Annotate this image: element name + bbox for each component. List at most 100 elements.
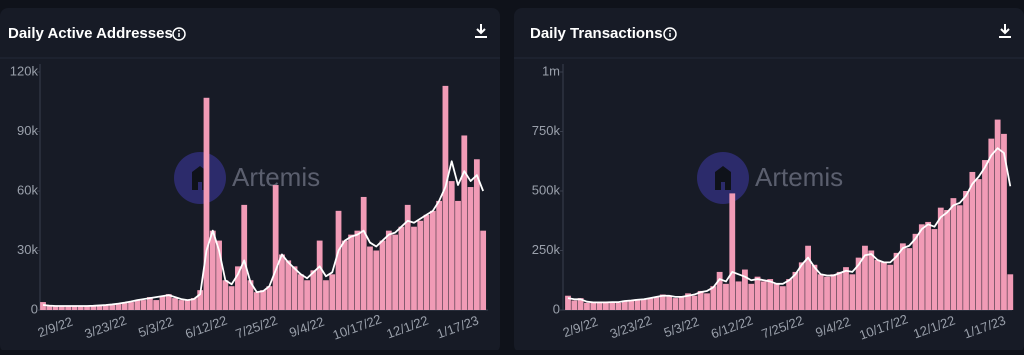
bar	[304, 280, 310, 310]
bar	[621, 300, 628, 310]
bar	[931, 229, 938, 310]
bar	[140, 300, 147, 310]
bar	[603, 302, 609, 310]
bar	[754, 276, 761, 310]
info-icon[interactable]	[172, 27, 186, 41]
bar	[109, 305, 116, 310]
bar	[436, 200, 443, 310]
bar	[417, 220, 424, 310]
bar	[653, 296, 660, 310]
bar	[868, 250, 875, 310]
bar	[367, 246, 373, 310]
bar	[159, 296, 166, 310]
bar	[805, 245, 811, 310]
bar	[165, 294, 172, 310]
bar	[704, 293, 710, 310]
bar	[58, 306, 65, 310]
bar	[716, 271, 723, 310]
bar	[291, 266, 298, 310]
download-button[interactable]	[475, 24, 487, 38]
bar	[354, 230, 361, 310]
bar	[577, 298, 584, 310]
bar	[779, 286, 786, 310]
bar	[241, 204, 248, 310]
y-tick-label: 0	[553, 301, 560, 316]
bar	[247, 280, 254, 310]
bar	[379, 240, 386, 310]
bar	[398, 226, 405, 310]
bar	[887, 264, 894, 310]
bar	[102, 305, 109, 310]
bar	[71, 306, 78, 310]
bar	[360, 196, 367, 310]
bar	[950, 198, 957, 310]
bar	[969, 171, 976, 310]
bar	[197, 290, 204, 310]
y-tick-label: 250k	[532, 242, 561, 257]
bar	[786, 279, 793, 310]
bar	[596, 301, 603, 310]
bar	[729, 193, 736, 310]
bar	[316, 240, 323, 310]
bar	[849, 274, 856, 310]
bar	[824, 276, 830, 310]
bar	[442, 85, 449, 310]
bar	[46, 306, 53, 310]
bar	[84, 306, 90, 310]
watermark-text: Artemis	[755, 162, 843, 192]
bar	[448, 181, 455, 310]
bar	[963, 191, 969, 310]
bar	[742, 269, 748, 310]
bar	[811, 264, 818, 310]
y-tick-label: 120k	[10, 63, 39, 78]
bar	[297, 274, 304, 310]
bar	[341, 240, 348, 310]
watermark-logo	[697, 152, 749, 204]
y-tick-label: 60k	[17, 182, 38, 197]
bar	[710, 286, 717, 310]
download-button[interactable]	[999, 24, 1011, 38]
bar	[956, 205, 963, 310]
bar	[40, 302, 46, 310]
bar	[843, 267, 849, 310]
bar	[678, 296, 685, 310]
bar	[937, 207, 944, 310]
smoothed-line	[567, 147, 1012, 304]
bar	[411, 226, 417, 310]
y-tick-label: 90k	[17, 123, 38, 138]
y-tick-label: 500k	[532, 182, 561, 197]
bar	[666, 295, 672, 310]
bar	[565, 295, 571, 310]
bar	[467, 187, 474, 310]
bar	[178, 300, 185, 310]
bar	[260, 290, 266, 310]
bar	[899, 243, 906, 310]
y-tick-label: 1m	[542, 63, 560, 78]
bar	[748, 283, 755, 310]
bar	[659, 294, 666, 310]
bar	[310, 270, 317, 310]
bar	[96, 305, 103, 310]
bar	[128, 302, 134, 310]
bar	[792, 271, 799, 310]
bar	[184, 300, 191, 310]
bar	[253, 292, 260, 310]
bar	[862, 245, 868, 310]
bar	[153, 300, 160, 310]
info-icon[interactable]	[663, 27, 677, 41]
bar	[348, 234, 354, 310]
bar	[461, 135, 468, 310]
bar	[767, 279, 774, 310]
chart-title: Daily Transactions	[530, 25, 663, 42]
bar	[874, 260, 881, 310]
bar	[691, 295, 698, 310]
bar	[798, 262, 805, 310]
bar	[982, 160, 988, 310]
bar	[404, 204, 411, 310]
bar	[640, 299, 647, 310]
bar	[1001, 133, 1007, 310]
bar	[773, 283, 780, 310]
bar	[988, 138, 995, 310]
bar	[147, 297, 153, 310]
bar	[571, 300, 578, 310]
